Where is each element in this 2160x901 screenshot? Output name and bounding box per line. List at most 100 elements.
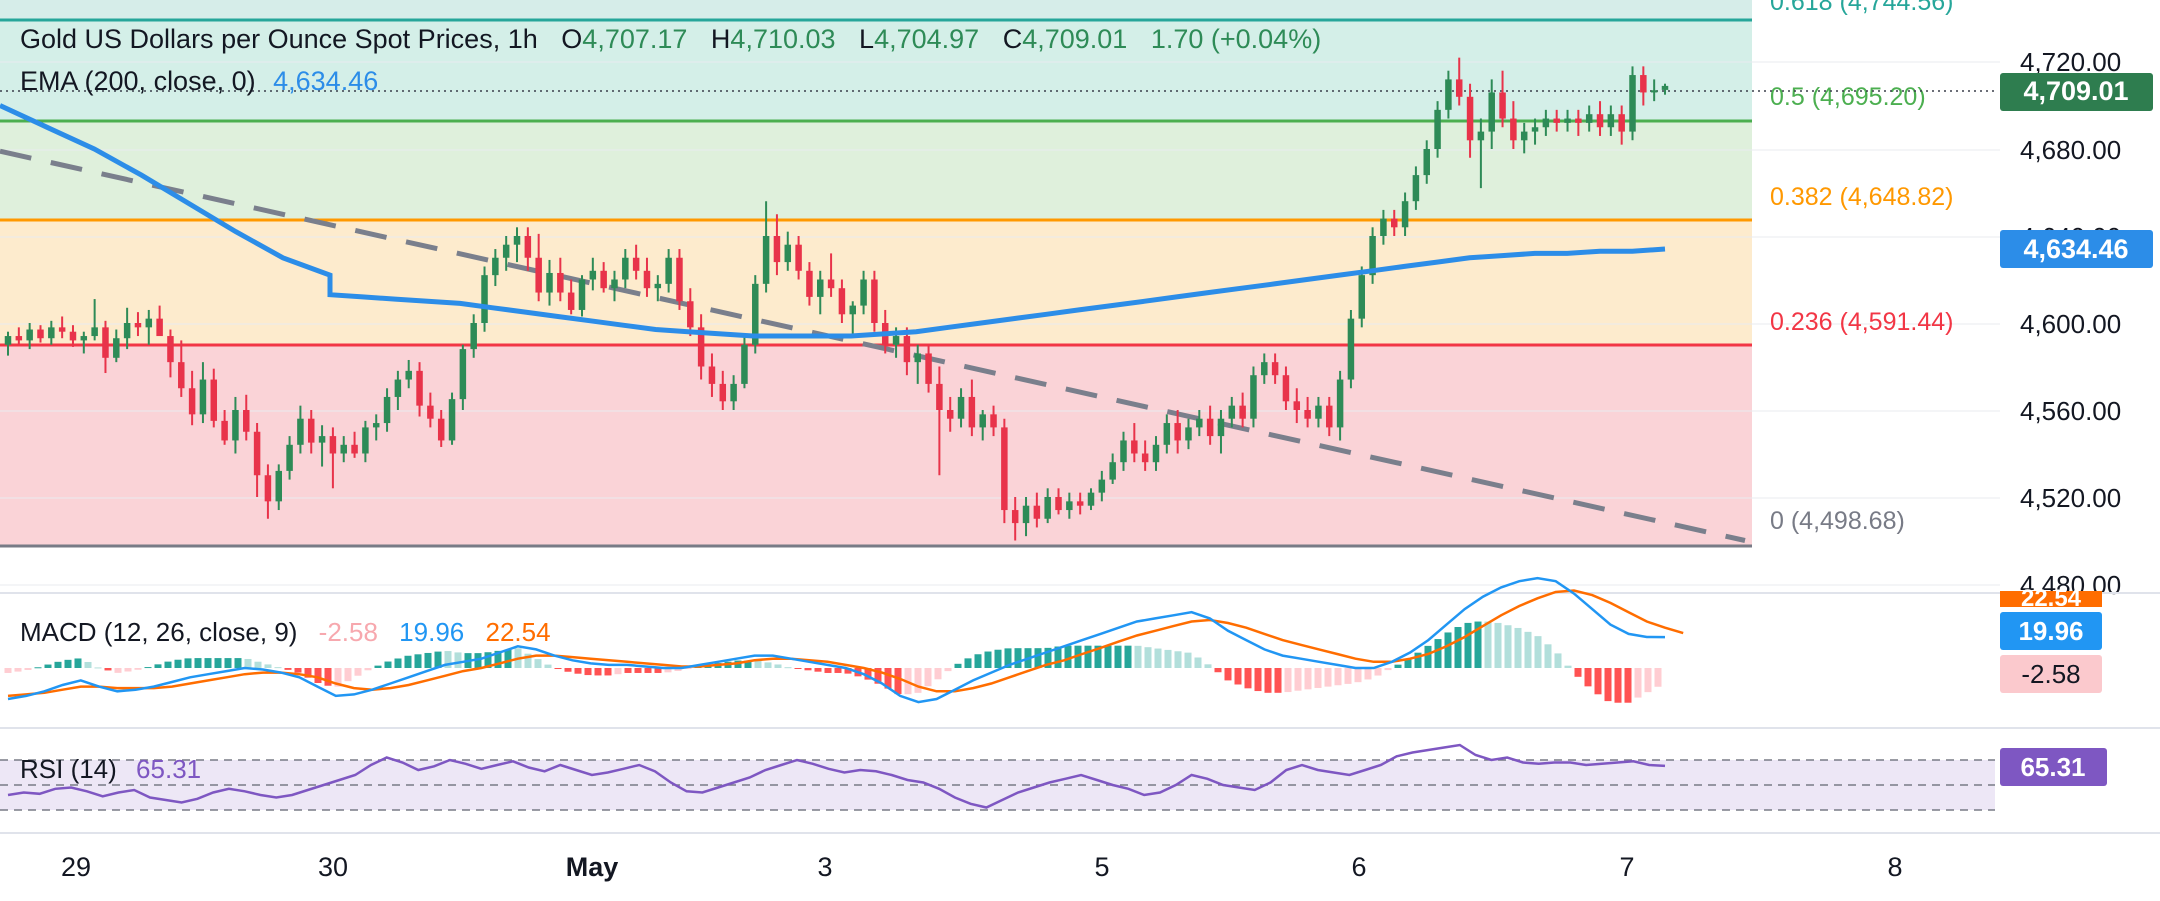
macd-hist-bar — [544, 664, 552, 668]
candles — [4, 57, 1669, 541]
macd-hist-bar — [1394, 664, 1402, 668]
candle-down — [773, 236, 781, 263]
candle-down — [708, 366, 716, 384]
macd-hist-bar — [1214, 668, 1222, 673]
candle-up — [1520, 131, 1528, 141]
macd-hist-bar — [1414, 652, 1422, 668]
macd-hist-bar — [1454, 627, 1462, 668]
macd-hist-bar — [344, 668, 352, 682]
candle-up — [470, 323, 477, 350]
macd-hist-bar — [294, 668, 302, 673]
macd-hist-bar — [94, 667, 102, 669]
macd-hist-bar — [1154, 648, 1162, 668]
candle-up — [340, 444, 347, 454]
macd-hist-bar — [324, 668, 332, 686]
candle-up — [914, 353, 921, 363]
macd-hist-bar — [14, 668, 22, 672]
macd-hist-bar — [504, 649, 512, 668]
candle-up — [589, 270, 597, 280]
candle-down — [1575, 118, 1582, 123]
candle-up — [362, 427, 369, 454]
rsi-badge: 65.31 — [2000, 748, 2107, 786]
macd-hist-bar — [174, 659, 182, 668]
candle-down — [1271, 362, 1279, 376]
candle-up — [622, 257, 629, 280]
candle-up — [459, 349, 467, 400]
macd-hist-bar — [1114, 645, 1122, 668]
macd-hist-bar — [234, 658, 242, 668]
macd-hist-bar — [1054, 646, 1062, 668]
candle-up — [1336, 379, 1344, 428]
candle-up — [492, 257, 499, 276]
macd-hist-bar — [1644, 668, 1652, 693]
macd-hist-bar — [424, 652, 432, 668]
macd-hist-bar — [1324, 668, 1332, 687]
macd-hist-bar — [834, 668, 842, 673]
macd-hist-bar — [1104, 645, 1112, 668]
macd-hist-bar — [744, 660, 752, 668]
candle-up — [502, 244, 510, 258]
macd-hist-bar — [1374, 668, 1382, 676]
candle-up — [1629, 75, 1636, 132]
macd-hist-bar — [1124, 645, 1132, 668]
candle-up — [860, 279, 867, 306]
ohlc-change: 1.70 (+0.04%) — [1151, 24, 1321, 54]
macd-hist-bar — [104, 668, 112, 671]
macd-hist-bar — [454, 652, 462, 668]
candle-down — [329, 436, 337, 454]
candle-down — [1001, 427, 1008, 511]
macd-hist-bar — [634, 668, 642, 673]
macd-hist-bar — [354, 668, 362, 676]
macd-hist-bar — [1044, 647, 1052, 668]
time-tick-may: May — [566, 852, 619, 882]
candle-down — [600, 270, 607, 289]
ema-badge: 4,634.46 — [2000, 230, 2153, 268]
candle-up — [752, 283, 759, 345]
candle-down — [188, 388, 196, 415]
candle-down — [37, 329, 44, 339]
macd-hist-bar — [264, 664, 272, 668]
candle-up — [1250, 375, 1257, 419]
candle-up — [26, 329, 33, 341]
macd-hist-bar — [1534, 636, 1542, 668]
macd-hist-bar — [484, 652, 492, 668]
candle-up — [665, 257, 672, 284]
candle-down — [1640, 75, 1647, 93]
candle-down — [806, 270, 813, 297]
candle-down — [871, 279, 878, 323]
macd-hist-bar — [784, 667, 792, 669]
macd-hist-bar — [1504, 625, 1512, 668]
macd-hist-bar — [1084, 645, 1092, 668]
macd-hist-bar — [1234, 668, 1242, 685]
macd-hist-bar — [1184, 652, 1192, 668]
macd-hist-bar — [1344, 668, 1352, 684]
candle-down — [1011, 510, 1019, 524]
macd-hist-bar — [1584, 668, 1592, 687]
candle-up — [1445, 79, 1452, 110]
fib-labels: 0.618 (4,744.56) 0.5 (4,695.20) 0.382 (4… — [1770, 0, 1953, 535]
macd-hist-bar — [814, 668, 822, 672]
macd-hist-bar — [384, 661, 392, 668]
macd-hist-badge-value: -2.58 — [2021, 659, 2080, 689]
candle-down — [925, 353, 932, 384]
candle-up — [784, 244, 792, 263]
candle-down — [307, 418, 315, 443]
candle-up — [113, 338, 120, 358]
macd-hist-bar — [184, 658, 192, 668]
candle-down — [567, 292, 575, 310]
macd-hist-bar — [964, 658, 972, 668]
candle-down — [427, 405, 434, 419]
macd-hist-bar — [114, 668, 122, 673]
candle-up — [611, 279, 618, 289]
macd-hist-bar — [1634, 668, 1642, 698]
macd-hist-bar — [84, 661, 92, 668]
fib-label-05: 0.5 (4,695.20) — [1770, 83, 1926, 111]
macd-hist-bar — [994, 649, 1002, 668]
candle-down — [1141, 453, 1149, 463]
ohlc-close-label: C — [1003, 24, 1023, 54]
macd-hist-bar — [154, 664, 162, 668]
macd-hist-bar — [654, 668, 662, 673]
svg-text:RSI (14) 65.31: RSI (14) 65.31 — [20, 754, 201, 784]
ema-legend-value: 4,634.46 — [273, 66, 378, 96]
fib-label-0: 0 (4,498.68) — [1770, 507, 1905, 535]
